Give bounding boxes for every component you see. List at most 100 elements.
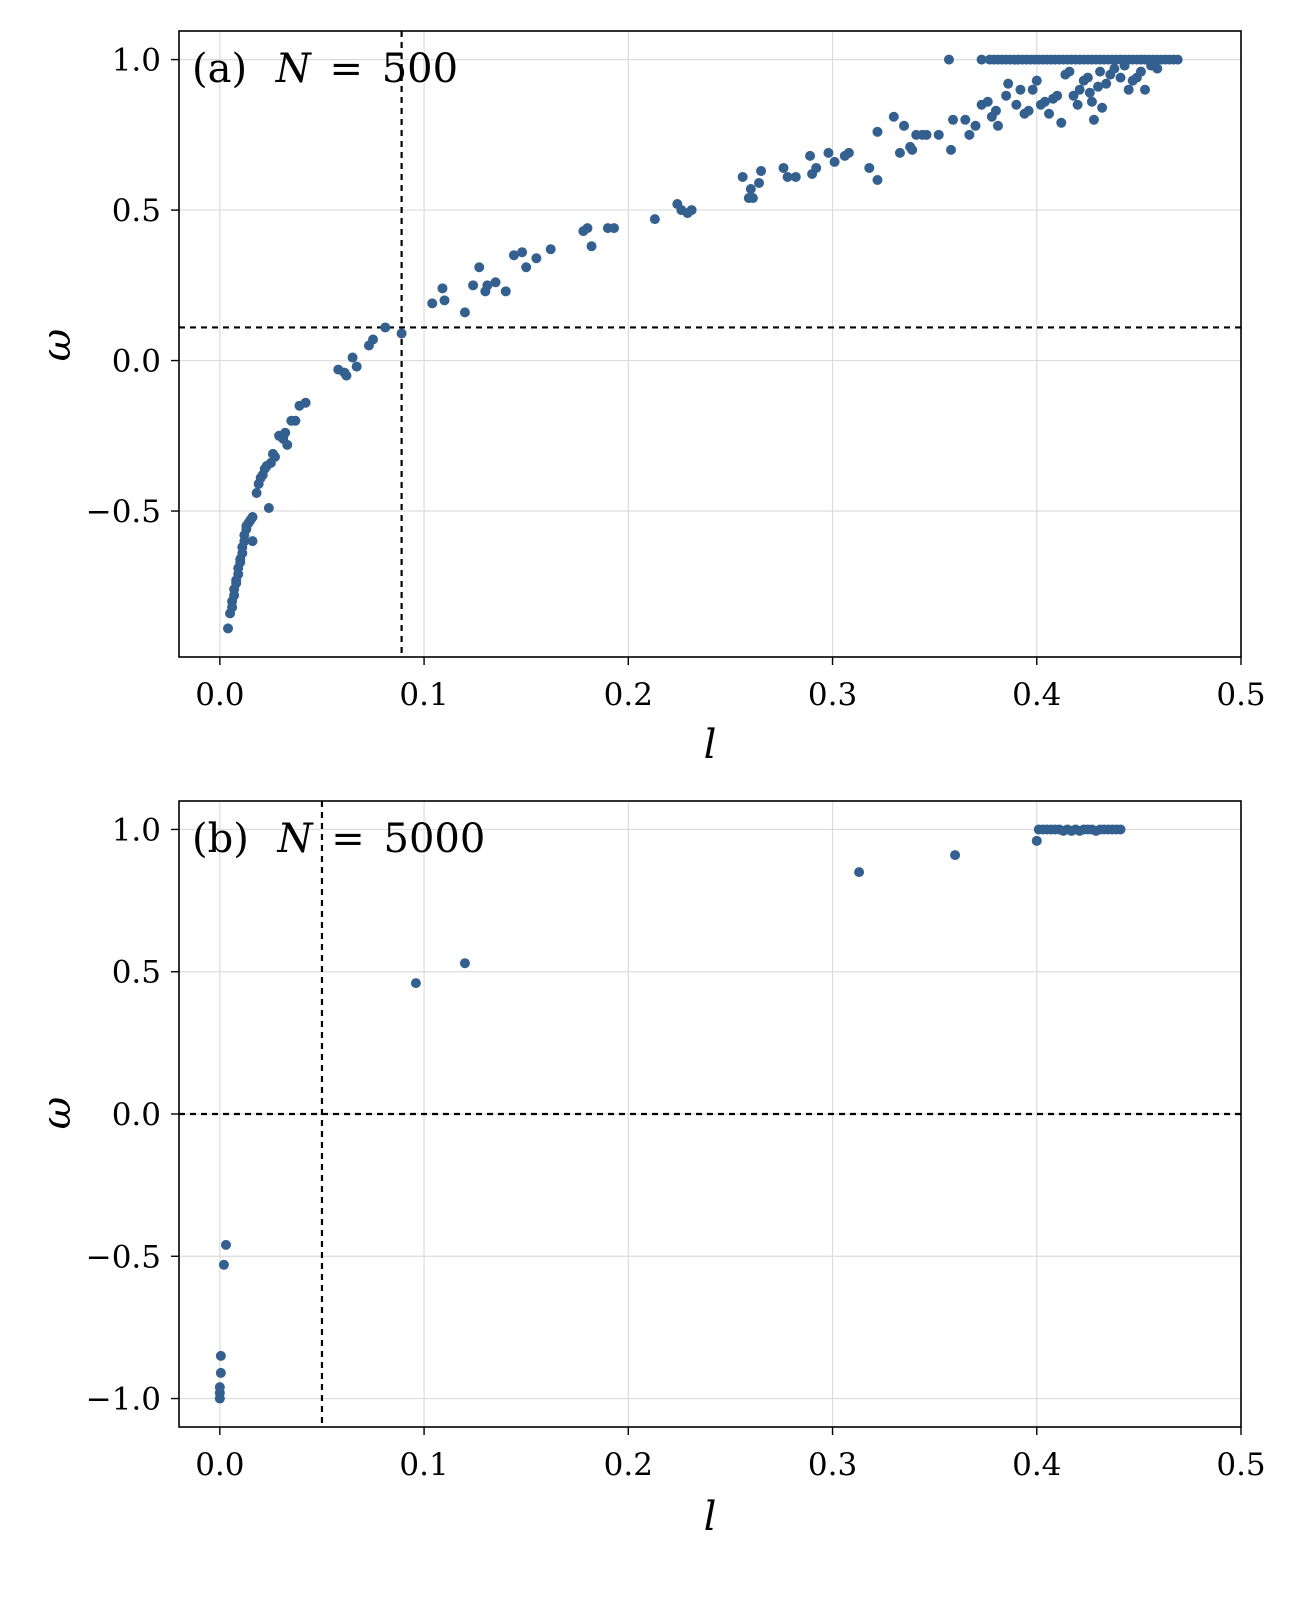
x-tick-label-a: 0.0 xyxy=(195,677,244,713)
x-axis-label-a: l xyxy=(704,722,717,768)
data-point-a xyxy=(811,162,822,173)
data-point-a xyxy=(943,54,954,65)
data-point-a xyxy=(531,253,542,264)
annotation-value-a: 500 xyxy=(382,46,458,92)
data-point-a xyxy=(582,223,593,234)
data-point-a xyxy=(247,536,258,547)
data-point-a xyxy=(1056,117,1067,128)
data-point-a xyxy=(508,250,519,261)
data-point-b xyxy=(459,958,470,969)
x-tick-label-b: 0.0 xyxy=(195,1447,244,1483)
data-point-a xyxy=(368,334,379,345)
data-point-b xyxy=(1115,824,1126,835)
data-point-a xyxy=(1152,63,1163,74)
data-point-a xyxy=(280,427,291,438)
data-point-a xyxy=(1172,54,1183,65)
data-point-a xyxy=(1027,84,1038,95)
plot-frame-a xyxy=(178,30,1242,658)
y-tick-label-b: 0.0 xyxy=(112,1097,161,1133)
data-point-a xyxy=(649,214,660,225)
y-tick-label-a: 0.5 xyxy=(112,193,161,229)
y-axis-label-a: ω xyxy=(34,329,80,362)
x-axis-label-b: l xyxy=(704,1494,717,1540)
data-point-a xyxy=(1001,90,1012,101)
data-point-a xyxy=(251,487,262,498)
data-point-a xyxy=(976,54,987,65)
data-point-a xyxy=(829,156,840,167)
data-point-a xyxy=(347,352,358,363)
data-point-a xyxy=(843,147,854,158)
panel-label-a: (a) xyxy=(192,46,247,92)
data-point-a xyxy=(1064,66,1075,77)
x-tick-label-a: 0.3 xyxy=(808,677,857,713)
data-point-a xyxy=(778,162,789,173)
x-tick-label-b: 0.3 xyxy=(808,1447,857,1483)
y-tick-label-a: 0.0 xyxy=(112,344,161,380)
data-point-a xyxy=(300,397,311,408)
data-point-a xyxy=(790,171,801,182)
data-point-a xyxy=(864,162,875,173)
data-point-a xyxy=(872,174,883,185)
y-tick-label-b: −0.5 xyxy=(86,1239,161,1275)
data-point-a xyxy=(686,205,697,216)
data-point-a xyxy=(1109,63,1120,74)
data-point-a xyxy=(1095,66,1106,77)
data-point-a xyxy=(341,370,352,381)
scatter-points-a xyxy=(223,54,1183,634)
panel-b: 0.0 0.1 0.2 0.3 0.4 0.5 −1.0 −0.5 0.0 0.5 1.0 (b)… xyxy=(34,800,1266,1540)
data-point-a xyxy=(737,171,748,182)
data-point-a xyxy=(1123,84,1134,95)
data-point-a xyxy=(1044,108,1055,119)
data-point-a xyxy=(586,241,597,252)
data-point-b xyxy=(218,1259,229,1270)
y-tick-label-a: −0.5 xyxy=(86,494,161,530)
scatter-points-b xyxy=(214,824,1126,1404)
data-point-a xyxy=(380,322,391,333)
data-point-a xyxy=(1101,78,1112,89)
data-point-b xyxy=(950,850,961,861)
data-point-a xyxy=(500,286,511,297)
data-point-a xyxy=(545,244,556,255)
data-point-a xyxy=(351,361,362,372)
data-point-a xyxy=(756,165,767,176)
data-point-a xyxy=(745,184,756,195)
data-point-a xyxy=(459,307,470,318)
y-ticks-b: −1.0 −0.5 0.0 0.5 1.0 xyxy=(86,812,179,1418)
data-point-a xyxy=(907,144,918,155)
data-point-a xyxy=(990,105,1001,116)
x-tick-label-a: 0.4 xyxy=(1012,677,1061,713)
data-point-a xyxy=(823,147,834,158)
x-tick-label-a: 0.1 xyxy=(399,677,448,713)
data-point-a xyxy=(747,193,758,204)
annotation-var-b: N xyxy=(277,816,315,862)
data-point-a xyxy=(1011,99,1022,110)
y-tick-label-b: 0.5 xyxy=(112,955,161,991)
data-point-a xyxy=(290,415,301,426)
data-point-a xyxy=(396,328,407,339)
data-point-a xyxy=(437,283,448,294)
data-point-a xyxy=(899,120,910,131)
y-tick-label-b: 1.0 xyxy=(112,812,161,848)
panel-annotation-b: (b) N = 5000 xyxy=(192,816,485,862)
data-point-a xyxy=(269,451,280,462)
y-tick-label-b: −1.0 xyxy=(86,1382,161,1418)
data-point-b xyxy=(214,1382,225,1393)
data-point-a xyxy=(1088,114,1099,125)
data-point-a xyxy=(474,262,485,273)
data-point-a xyxy=(1031,75,1042,86)
data-point-a xyxy=(1039,96,1050,107)
data-point-a xyxy=(482,280,493,291)
panel-a: 0.0 0.1 0.2 0.3 0.4 0.5 −0.5 0.0 0.5 1.0 (a) N =… xyxy=(34,30,1266,768)
data-point-a xyxy=(223,623,234,634)
data-point-a xyxy=(247,512,258,523)
data-point-a xyxy=(1068,90,1079,101)
y-tick-label-a: 1.0 xyxy=(112,43,161,79)
data-point-a xyxy=(754,177,765,188)
data-point-a xyxy=(468,280,479,291)
data-point-a xyxy=(782,171,793,182)
data-point-a xyxy=(1135,66,1146,77)
x-tick-label-a: 0.5 xyxy=(1216,677,1265,713)
data-point-a xyxy=(1115,72,1126,83)
data-point-a xyxy=(609,223,620,234)
data-point-a xyxy=(805,150,816,161)
